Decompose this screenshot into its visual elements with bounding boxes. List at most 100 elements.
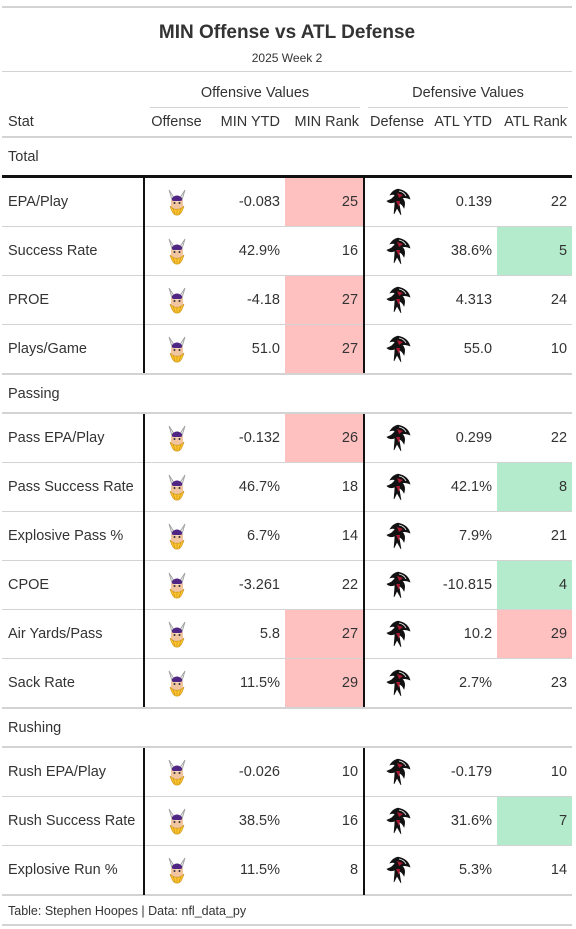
table-row: Sack Rate 11.5% 29 2.7% 23 <box>2 658 573 709</box>
offense-logo-cell <box>144 275 209 325</box>
table-title: MIN Offense vs ATL Defense <box>158 22 416 43</box>
vikings-logo-icon <box>164 287 190 314</box>
defense-logo-cell <box>364 511 431 561</box>
min-ytd-value: -4.18 <box>209 275 285 325</box>
table-row: Rush Success Rate 38.5% 16 31.6% 7 <box>2 796 573 846</box>
stat-name: Pass Success Rate <box>2 462 145 512</box>
min-ytd-value: 51.0 <box>209 324 285 375</box>
atl-rank-value: 24 <box>497 275 573 325</box>
column-header-offense: Offense <box>144 108 209 138</box>
vikings-logo-icon <box>164 572 190 599</box>
vikings-logo-icon <box>164 759 190 786</box>
stat-name: CPOE <box>2 560 145 610</box>
atl-rank-value: 21 <box>497 511 573 561</box>
table-row: Explosive Pass % 6.7% 14 7.9% 21 <box>2 511 573 561</box>
stats-table: Offensive Values Defensive Values Stat O… <box>2 72 573 895</box>
min-ytd-value: 6.7% <box>209 511 285 561</box>
atl-rank-value: 8 <box>497 462 573 512</box>
vikings-logo-icon <box>164 670 190 697</box>
vikings-logo-icon <box>164 238 190 265</box>
min-rank-value: 25 <box>285 176 366 227</box>
table-row: Pass EPA/Play -0.132 26 0.299 22 <box>2 413 573 463</box>
atl-ytd-value: 42.1% <box>430 462 498 512</box>
falcons-logo-icon <box>384 335 412 363</box>
offense-logo-cell <box>144 658 209 709</box>
atl-ytd-value: -10.815 <box>430 560 498 610</box>
defense-logo-cell <box>364 747 431 797</box>
stat-name: Pass EPA/Play <box>2 413 145 463</box>
falcons-logo-icon <box>384 669 412 697</box>
source-note: Table: Stephen Hoopes | Data: nfl_data_p… <box>2 895 572 926</box>
column-header-min-rank: MIN Rank <box>285 108 365 138</box>
vikings-logo-icon <box>164 621 190 648</box>
defense-logo-cell <box>364 609 431 659</box>
table-container: MIN Offense vs ATL Defense 2025 Week 2 O… <box>2 6 573 926</box>
offense-logo-cell <box>144 413 209 463</box>
table-row: PROE -4.18 27 4.313 24 <box>2 275 573 325</box>
atl-ytd-value: 0.299 <box>430 413 498 463</box>
min-rank-value: 14 <box>285 511 366 561</box>
column-header-defense: Defense <box>364 108 431 138</box>
min-rank-value: 27 <box>285 609 366 659</box>
atl-rank-value: 22 <box>497 413 573 463</box>
falcons-logo-icon <box>384 571 412 599</box>
falcons-logo-icon <box>384 473 412 501</box>
atl-ytd-value: 10.2 <box>430 609 498 659</box>
falcons-logo-icon <box>384 807 412 835</box>
vikings-logo-icon <box>164 425 190 452</box>
atl-ytd-value: 2.7% <box>430 658 498 709</box>
vikings-logo-icon <box>164 523 190 550</box>
stat-name: Explosive Run % <box>2 845 145 895</box>
atl-ytd-value: 38.6% <box>430 226 498 276</box>
table-row: Rush EPA/Play -0.026 10 -0.179 10 <box>2 747 573 797</box>
defense-logo-cell <box>364 658 431 709</box>
min-rank-value: 27 <box>285 324 366 375</box>
table-subtitle: 2025 Week 2 <box>2 44 572 72</box>
min-ytd-value: -0.026 <box>209 747 285 797</box>
atl-ytd-value: 7.9% <box>430 511 498 561</box>
offense-logo-cell <box>144 226 209 276</box>
stat-name: PROE <box>2 275 145 325</box>
falcons-logo-icon <box>384 758 412 786</box>
defense-logo-cell <box>364 226 431 276</box>
min-ytd-value: 5.8 <box>209 609 285 659</box>
vikings-logo-icon <box>164 336 190 363</box>
min-ytd-value: 38.5% <box>209 796 285 846</box>
offense-logo-cell <box>144 845 209 895</box>
offense-logo-cell <box>144 324 209 375</box>
defense-logo-cell <box>364 560 431 610</box>
offense-logo-cell <box>144 511 209 561</box>
column-header-stat: Stat <box>2 108 144 138</box>
atl-ytd-value: 31.6% <box>430 796 498 846</box>
min-ytd-value: -0.132 <box>209 413 285 463</box>
atl-rank-value: 10 <box>497 747 573 797</box>
group-row-rushing: Rushing <box>2 708 573 748</box>
atl-ytd-value: 0.139 <box>430 176 498 227</box>
offense-logo-cell <box>144 747 209 797</box>
min-rank-value: 26 <box>285 413 366 463</box>
min-rank-value: 8 <box>285 845 366 895</box>
vikings-logo-icon <box>164 474 190 501</box>
stat-name: Rush EPA/Play <box>2 747 145 797</box>
min-ytd-value: -3.261 <box>209 560 285 610</box>
group-label: Total <box>2 137 573 178</box>
offense-logo-cell <box>144 560 209 610</box>
defense-logo-cell <box>364 324 431 375</box>
atl-ytd-value: 55.0 <box>430 324 498 375</box>
group-label: Rushing <box>2 708 573 748</box>
min-ytd-value: 11.5% <box>209 658 285 709</box>
column-header-row: Stat Offense MIN YTD MIN Rank Defense AT… <box>2 108 573 138</box>
min-rank-value: 16 <box>285 226 366 276</box>
atl-rank-value: 10 <box>497 324 573 375</box>
stat-name: EPA/Play <box>2 176 145 227</box>
defense-logo-cell <box>364 462 431 512</box>
falcons-logo-icon <box>384 286 412 314</box>
defense-logo-cell <box>364 796 431 846</box>
min-rank-value: 16 <box>285 796 366 846</box>
min-rank-value: 29 <box>285 658 366 709</box>
atl-rank-value: 23 <box>497 658 573 709</box>
defense-logo-cell <box>364 413 431 463</box>
group-row-total: Total <box>2 137 573 178</box>
falcons-logo-icon <box>384 188 412 216</box>
min-ytd-value: 11.5% <box>209 845 285 895</box>
